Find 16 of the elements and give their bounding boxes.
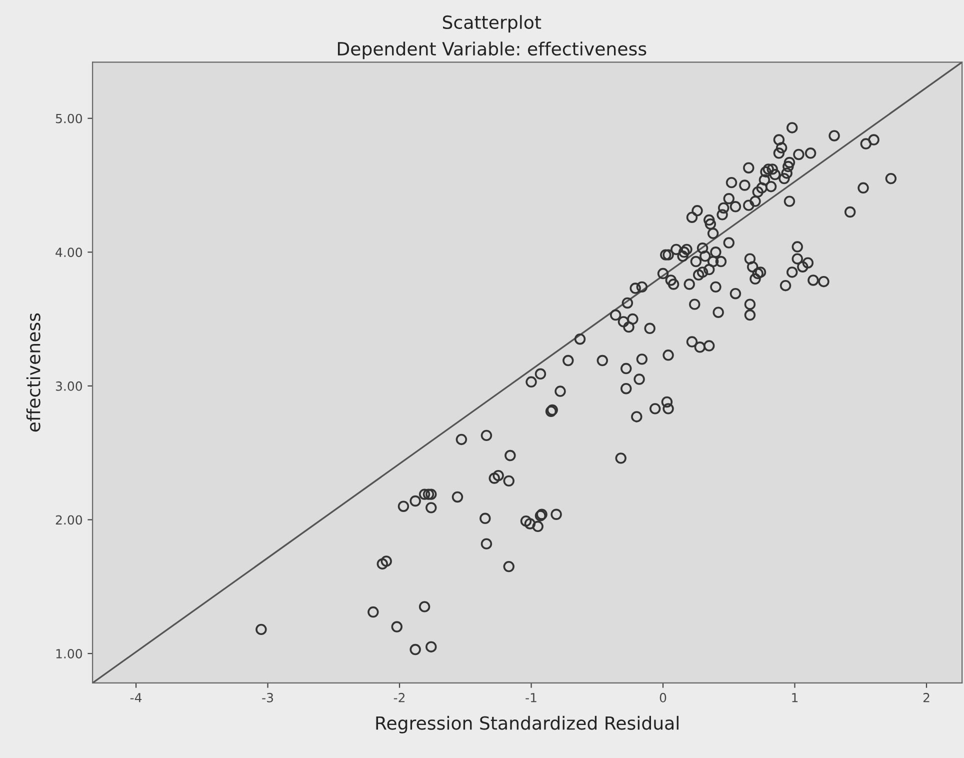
x-tick-label: -2 <box>394 692 404 702</box>
x-tick-label: -4 <box>130 693 142 702</box>
x-tick-label: -1 <box>526 693 536 702</box>
y-tick-label: 1.00 <box>56 648 82 658</box>
x-tick-label: 0 <box>660 692 666 702</box>
y-axis-title: effectiveness <box>26 313 40 432</box>
y-tick-label: 2.00 <box>56 515 82 525</box>
x-tick-label: 1 <box>792 693 798 702</box>
chart-subtitle: Dependent Variable: effectiveness <box>338 42 646 60</box>
x-tick-label: -3 <box>262 692 273 702</box>
y-tick-label: 3.00 <box>56 381 82 391</box>
y-tick-label: 5.00 <box>56 114 82 124</box>
x-axis-title: Regression Standardized Residual <box>376 716 678 734</box>
x-tick-label: 2 <box>923 692 930 702</box>
chart-title: Scatterplot <box>442 15 542 33</box>
y-tick-label: 4.00 <box>56 248 82 258</box>
